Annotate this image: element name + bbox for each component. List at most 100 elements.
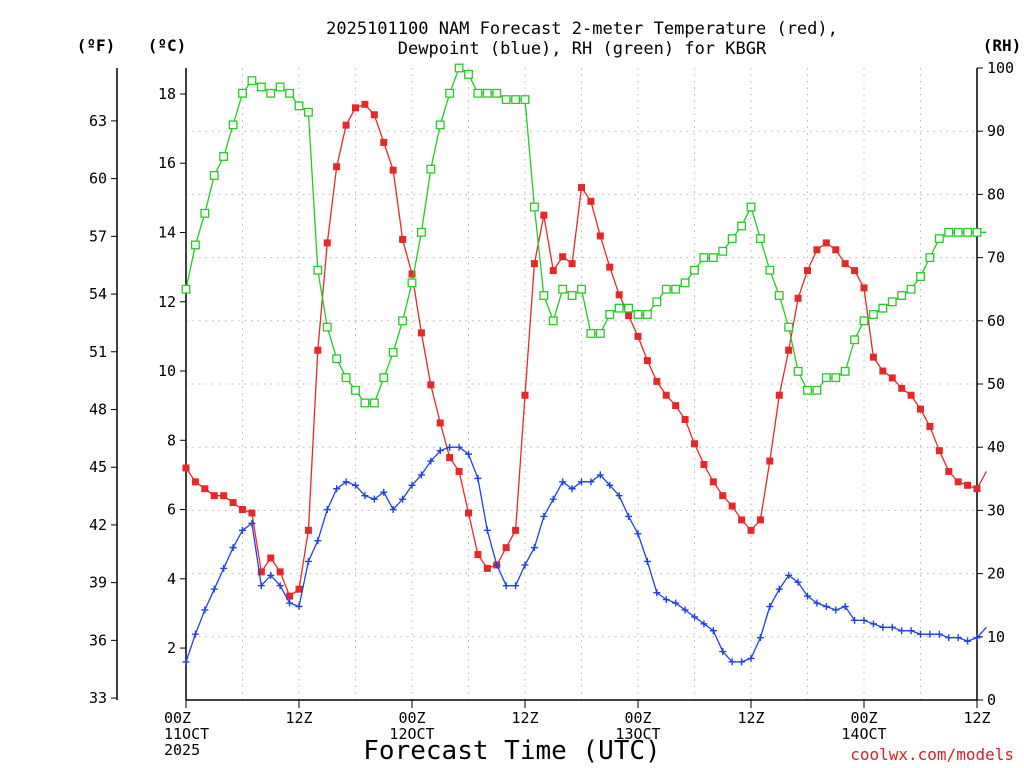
rh-point (294, 101, 304, 111)
rh-point (407, 278, 417, 288)
dewpoint-point (342, 478, 350, 486)
temperature-point (295, 585, 303, 593)
temperature-line (185, 103, 987, 598)
temperature-point (399, 235, 407, 243)
dewpoint-point (954, 634, 962, 642)
dewpoint-point (691, 613, 698, 621)
rh-point (548, 316, 558, 326)
rh-point (398, 316, 408, 326)
rh-point (416, 227, 426, 237)
rh-point (435, 120, 445, 130)
rh-line (185, 67, 987, 404)
rh-point (840, 366, 850, 376)
rh-point (558, 284, 568, 294)
time-tick-label: 12Z (737, 709, 764, 727)
dewpoint-point (389, 506, 397, 514)
series-layer (181, 63, 987, 666)
dewpoint-point (681, 606, 689, 614)
rh-point (963, 227, 973, 237)
time-tick-label: 13OCT (615, 725, 660, 743)
temperature-point (634, 332, 642, 340)
dewpoint-point (427, 457, 435, 465)
dewpoint-point (813, 599, 821, 607)
temperature-point (653, 377, 661, 385)
temperature-point (719, 492, 727, 500)
series-rh (181, 63, 987, 408)
dewpoint-line (185, 446, 987, 663)
rh-point (360, 398, 370, 408)
rh-point (511, 95, 521, 105)
temperature-point (662, 391, 670, 399)
rh-point (351, 385, 360, 395)
dewpoint-point (220, 564, 228, 572)
rh-tick-label: 20 (987, 565, 1005, 583)
dewpoint-point (380, 488, 388, 496)
rh-unit-label: (RH) (983, 36, 1022, 55)
time-tick-label: 14OCT (841, 725, 886, 743)
dewpoint-point (888, 623, 896, 631)
temperature-point (973, 485, 981, 493)
temperature-point (239, 506, 246, 514)
dewpoint-point (304, 557, 312, 565)
dewpoint-point (926, 630, 934, 638)
fahrenheit-tick-label: 42 (89, 516, 107, 534)
dewpoint-point (408, 481, 416, 489)
temperature-point (389, 166, 397, 174)
dewpoint-point (634, 530, 642, 538)
time-tick-label: 12Z (285, 709, 312, 727)
dewpoint-point (455, 443, 463, 451)
celsius-unit-label: (ºC) (148, 36, 187, 55)
fahrenheit-tick-label: 36 (89, 631, 107, 649)
rh-point (595, 328, 605, 338)
fahrenheit-tick-label: 39 (89, 574, 107, 592)
temperature-point (643, 357, 651, 365)
temperature-point (907, 391, 915, 399)
rh-point (614, 303, 624, 313)
celsius-tick-label: 16 (158, 154, 176, 172)
temperature-point (587, 197, 595, 205)
rh-point (718, 246, 728, 256)
temperature-point (869, 353, 877, 361)
temperature-point (926, 422, 934, 430)
temperature-point (408, 270, 416, 278)
dewpoint-point (483, 526, 491, 534)
rh-point (953, 227, 963, 237)
rh-point (690, 265, 699, 275)
rh-tick-label: 90 (987, 122, 1005, 140)
rh-point (746, 202, 756, 212)
dewpoint-point (549, 495, 557, 503)
dewpoint-point (879, 623, 887, 631)
dewpoint-point (559, 478, 567, 486)
dewpoint-point (756, 634, 764, 642)
rh-point (577, 284, 586, 294)
fahrenheit-tick-label: 60 (89, 170, 107, 188)
celsius-tick-label: 10 (158, 362, 176, 380)
rh-point (341, 373, 351, 383)
dewpoint-point (596, 471, 604, 479)
temperature-point (917, 405, 924, 413)
temperature-point (220, 492, 228, 500)
dewpoint-point (446, 443, 454, 451)
dewpoint-point (267, 571, 275, 579)
rh-point (379, 373, 389, 383)
rh-point (322, 322, 332, 332)
temperature-point (841, 260, 849, 268)
temperature-point (465, 509, 472, 517)
rh-point (916, 272, 925, 282)
dewpoint-point (935, 630, 943, 638)
rh-point (275, 82, 285, 92)
temperature-point (304, 526, 312, 534)
fahrenheit-tick-label: 57 (89, 227, 107, 245)
temperature-point (427, 381, 435, 389)
temperature-point (766, 457, 774, 465)
dewpoint-point (785, 571, 793, 579)
temperature-point (738, 516, 746, 524)
rh-point (699, 253, 709, 263)
dewpoint-point (747, 654, 755, 662)
dewpoint-point (728, 658, 736, 666)
dewpoint-point (436, 447, 444, 455)
temperature-point (578, 183, 585, 191)
temperature-point (935, 447, 943, 455)
rh-point (680, 278, 690, 288)
chart-title-line-1: 2025101100 NAM Forecast 2-meter Temperat… (326, 19, 838, 39)
